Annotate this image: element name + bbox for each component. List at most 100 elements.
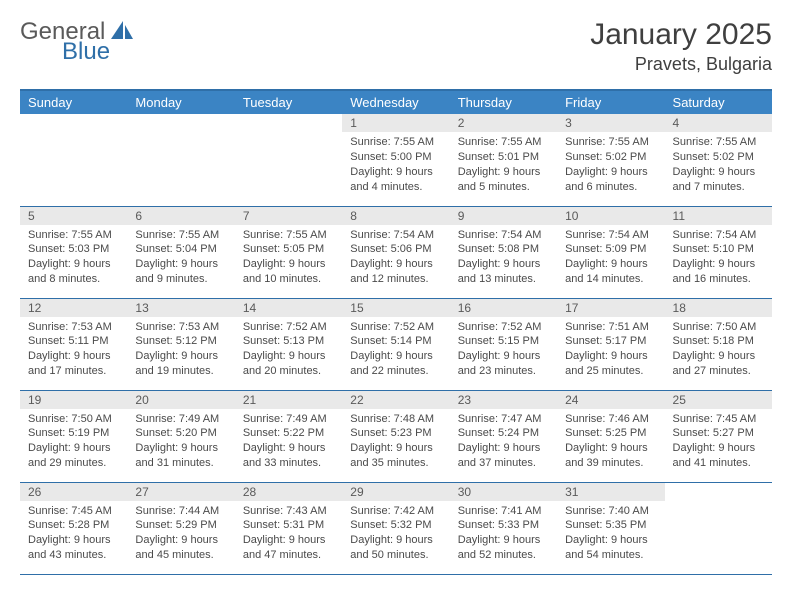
calendar-day-cell: 25Sunrise: 7:45 AMSunset: 5:27 PMDayligh… [665, 390, 772, 482]
calendar-day-cell: 29Sunrise: 7:42 AMSunset: 5:32 PMDayligh… [342, 482, 449, 574]
calendar-day-cell: 15Sunrise: 7:52 AMSunset: 5:14 PMDayligh… [342, 298, 449, 390]
day-details: Sunrise: 7:55 AMSunset: 5:01 PMDaylight:… [450, 132, 557, 198]
calendar-table: SundayMondayTuesdayWednesdayThursdayFrid… [20, 89, 772, 575]
calendar-empty-cell [665, 482, 772, 574]
weekday-header: Sunday [20, 90, 127, 114]
day-number: 13 [127, 299, 234, 317]
calendar-day-cell: 12Sunrise: 7:53 AMSunset: 5:11 PMDayligh… [20, 298, 127, 390]
day-details: Sunrise: 7:55 AMSunset: 5:00 PMDaylight:… [342, 132, 449, 198]
day-number: 7 [235, 207, 342, 225]
calendar-week-row: 26Sunrise: 7:45 AMSunset: 5:28 PMDayligh… [20, 482, 772, 574]
day-number: 1 [342, 114, 449, 132]
day-number: 19 [20, 391, 127, 409]
day-number: 5 [20, 207, 127, 225]
location: Pravets, Bulgaria [590, 54, 772, 75]
day-number: 27 [127, 483, 234, 501]
day-details: Sunrise: 7:46 AMSunset: 5:25 PMDaylight:… [557, 409, 664, 475]
calendar-day-cell: 17Sunrise: 7:51 AMSunset: 5:17 PMDayligh… [557, 298, 664, 390]
calendar-day-cell: 21Sunrise: 7:49 AMSunset: 5:22 PMDayligh… [235, 390, 342, 482]
calendar-head: SundayMondayTuesdayWednesdayThursdayFrid… [20, 90, 772, 114]
day-details: Sunrise: 7:55 AMSunset: 5:04 PMDaylight:… [127, 225, 234, 291]
day-number: 2 [450, 114, 557, 132]
day-number: 22 [342, 391, 449, 409]
calendar-day-cell: 27Sunrise: 7:44 AMSunset: 5:29 PMDayligh… [127, 482, 234, 574]
day-details: Sunrise: 7:44 AMSunset: 5:29 PMDaylight:… [127, 501, 234, 567]
calendar-day-cell: 24Sunrise: 7:46 AMSunset: 5:25 PMDayligh… [557, 390, 664, 482]
calendar-day-cell: 23Sunrise: 7:47 AMSunset: 5:24 PMDayligh… [450, 390, 557, 482]
day-number: 21 [235, 391, 342, 409]
day-details: Sunrise: 7:50 AMSunset: 5:19 PMDaylight:… [20, 409, 127, 475]
calendar-day-cell: 5Sunrise: 7:55 AMSunset: 5:03 PMDaylight… [20, 206, 127, 298]
calendar-week-row: 1Sunrise: 7:55 AMSunset: 5:00 PMDaylight… [20, 114, 772, 206]
day-number: 28 [235, 483, 342, 501]
calendar-empty-cell [20, 114, 127, 206]
weekday-header: Tuesday [235, 90, 342, 114]
day-details: Sunrise: 7:49 AMSunset: 5:20 PMDaylight:… [127, 409, 234, 475]
calendar-day-cell: 9Sunrise: 7:54 AMSunset: 5:08 PMDaylight… [450, 206, 557, 298]
day-number: 31 [557, 483, 664, 501]
calendar-day-cell: 3Sunrise: 7:55 AMSunset: 5:02 PMDaylight… [557, 114, 664, 206]
calendar-empty-cell [235, 114, 342, 206]
day-number: 25 [665, 391, 772, 409]
logo-blue-row: Blue [30, 38, 110, 66]
day-details: Sunrise: 7:51 AMSunset: 5:17 PMDaylight:… [557, 317, 664, 383]
calendar-day-cell: 20Sunrise: 7:49 AMSunset: 5:20 PMDayligh… [127, 390, 234, 482]
header: General January 2025 Pravets, Bulgaria [20, 18, 772, 75]
logo-sail-icon [109, 19, 135, 46]
calendar-week-row: 19Sunrise: 7:50 AMSunset: 5:19 PMDayligh… [20, 390, 772, 482]
weekday-header: Monday [127, 90, 234, 114]
day-details: Sunrise: 7:55 AMSunset: 5:05 PMDaylight:… [235, 225, 342, 291]
day-details: Sunrise: 7:40 AMSunset: 5:35 PMDaylight:… [557, 501, 664, 567]
calendar-day-cell: 16Sunrise: 7:52 AMSunset: 5:15 PMDayligh… [450, 298, 557, 390]
calendar-day-cell: 30Sunrise: 7:41 AMSunset: 5:33 PMDayligh… [450, 482, 557, 574]
day-details: Sunrise: 7:52 AMSunset: 5:15 PMDaylight:… [450, 317, 557, 383]
day-details: Sunrise: 7:53 AMSunset: 5:12 PMDaylight:… [127, 317, 234, 383]
day-number: 12 [20, 299, 127, 317]
day-number: 30 [450, 483, 557, 501]
calendar-day-cell: 2Sunrise: 7:55 AMSunset: 5:01 PMDaylight… [450, 114, 557, 206]
day-details: Sunrise: 7:55 AMSunset: 5:02 PMDaylight:… [665, 132, 772, 198]
calendar-day-cell: 31Sunrise: 7:40 AMSunset: 5:35 PMDayligh… [557, 482, 664, 574]
day-details: Sunrise: 7:49 AMSunset: 5:22 PMDaylight:… [235, 409, 342, 475]
logo-text-blue: Blue [62, 38, 110, 66]
day-details: Sunrise: 7:47 AMSunset: 5:24 PMDaylight:… [450, 409, 557, 475]
calendar-body: 1Sunrise: 7:55 AMSunset: 5:00 PMDaylight… [20, 114, 772, 574]
day-number: 17 [557, 299, 664, 317]
day-details: Sunrise: 7:55 AMSunset: 5:03 PMDaylight:… [20, 225, 127, 291]
day-number: 18 [665, 299, 772, 317]
day-details: Sunrise: 7:45 AMSunset: 5:28 PMDaylight:… [20, 501, 127, 567]
day-number: 24 [557, 391, 664, 409]
day-number: 9 [450, 207, 557, 225]
day-details: Sunrise: 7:54 AMSunset: 5:09 PMDaylight:… [557, 225, 664, 291]
day-number: 6 [127, 207, 234, 225]
day-details: Sunrise: 7:43 AMSunset: 5:31 PMDaylight:… [235, 501, 342, 567]
weekday-row: SundayMondayTuesdayWednesdayThursdayFrid… [20, 90, 772, 114]
calendar-day-cell: 28Sunrise: 7:43 AMSunset: 5:31 PMDayligh… [235, 482, 342, 574]
calendar-day-cell: 11Sunrise: 7:54 AMSunset: 5:10 PMDayligh… [665, 206, 772, 298]
weekday-header: Saturday [665, 90, 772, 114]
day-details: Sunrise: 7:54 AMSunset: 5:06 PMDaylight:… [342, 225, 449, 291]
calendar-day-cell: 7Sunrise: 7:55 AMSunset: 5:05 PMDaylight… [235, 206, 342, 298]
day-details: Sunrise: 7:54 AMSunset: 5:08 PMDaylight:… [450, 225, 557, 291]
day-details: Sunrise: 7:54 AMSunset: 5:10 PMDaylight:… [665, 225, 772, 291]
day-details: Sunrise: 7:42 AMSunset: 5:32 PMDaylight:… [342, 501, 449, 567]
calendar-day-cell: 18Sunrise: 7:50 AMSunset: 5:18 PMDayligh… [665, 298, 772, 390]
day-details: Sunrise: 7:50 AMSunset: 5:18 PMDaylight:… [665, 317, 772, 383]
title-block: January 2025 Pravets, Bulgaria [590, 18, 772, 75]
day-number: 8 [342, 207, 449, 225]
day-number: 29 [342, 483, 449, 501]
day-details: Sunrise: 7:45 AMSunset: 5:27 PMDaylight:… [665, 409, 772, 475]
calendar-day-cell: 14Sunrise: 7:52 AMSunset: 5:13 PMDayligh… [235, 298, 342, 390]
calendar-day-cell: 19Sunrise: 7:50 AMSunset: 5:19 PMDayligh… [20, 390, 127, 482]
day-number: 3 [557, 114, 664, 132]
weekday-header: Wednesday [342, 90, 449, 114]
calendar-day-cell: 26Sunrise: 7:45 AMSunset: 5:28 PMDayligh… [20, 482, 127, 574]
month-title: January 2025 [590, 18, 772, 52]
calendar-day-cell: 6Sunrise: 7:55 AMSunset: 5:04 PMDaylight… [127, 206, 234, 298]
calendar-day-cell: 1Sunrise: 7:55 AMSunset: 5:00 PMDaylight… [342, 114, 449, 206]
day-details: Sunrise: 7:55 AMSunset: 5:02 PMDaylight:… [557, 132, 664, 198]
day-details: Sunrise: 7:48 AMSunset: 5:23 PMDaylight:… [342, 409, 449, 475]
day-number: 20 [127, 391, 234, 409]
calendar-day-cell: 8Sunrise: 7:54 AMSunset: 5:06 PMDaylight… [342, 206, 449, 298]
calendar-day-cell: 13Sunrise: 7:53 AMSunset: 5:12 PMDayligh… [127, 298, 234, 390]
